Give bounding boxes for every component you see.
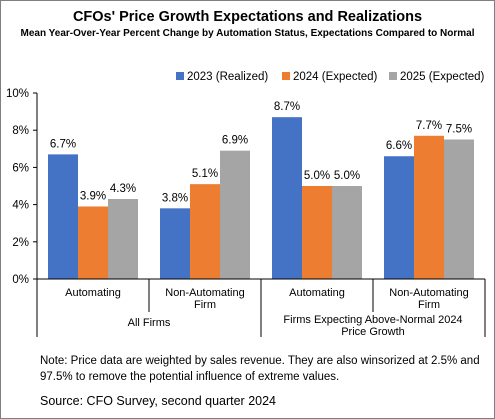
bar	[48, 154, 78, 279]
y-tick-label: 10%	[6, 88, 29, 100]
data-label: 5.1%	[192, 168, 218, 180]
y-tick-label: 4%	[12, 200, 29, 212]
bar	[160, 208, 190, 279]
data-label: 3.8%	[162, 192, 188, 204]
legend-label: 2025 (Expected)	[400, 71, 485, 83]
bar	[332, 186, 362, 279]
chart-source: Source: CFO Survey, second quarter 2024	[40, 394, 276, 408]
bar	[302, 186, 332, 279]
data-label: 3.9%	[80, 190, 106, 202]
data-label: 5.0%	[334, 170, 360, 182]
chart-subtitle: Mean Year-Over-Year Percent Change by Au…	[20, 28, 475, 39]
data-label: 5.0%	[304, 170, 330, 182]
y-tick-label: 2%	[12, 237, 29, 249]
legend-swatch	[176, 72, 184, 80]
legend-swatch	[389, 72, 397, 80]
legend: 2023 (Realized) 2024 (Expected) 2025 (Expe…	[176, 71, 485, 83]
bars: 6.7% 3.8% 8.7% 6.6% 3.9% 5.1% 5.0% 7.7% 4.3% 6.9%…	[48, 101, 474, 280]
bar	[108, 199, 138, 279]
y-tick-label: 6%	[12, 162, 29, 174]
bar	[190, 184, 220, 279]
data-label: 7.5%	[446, 124, 472, 136]
x-category-label: Non-Automating Firm	[165, 287, 245, 311]
chart-title: CFOs' Price Growth Expectations and Real…	[72, 9, 423, 25]
x-category-label: Automating	[65, 287, 121, 299]
y-axis: 0% 2% 4% 6% 8% 10%	[6, 88, 38, 286]
bar	[384, 156, 414, 279]
data-label: 8.7%	[274, 101, 300, 113]
data-label: 6.6%	[386, 140, 412, 152]
bar	[414, 135, 444, 279]
x-axis: Automating Non-Automating Firm Automating No…	[36, 278, 486, 338]
data-label: 6.9%	[222, 135, 248, 147]
bar	[220, 150, 250, 279]
chart-note: Note: Price data are weighted by sales r…	[40, 355, 480, 383]
legend-label: 2023 (Realized)	[187, 71, 268, 83]
x-group-label: All Firms	[128, 317, 171, 329]
bar	[272, 117, 302, 280]
y-tick-label: 8%	[12, 125, 29, 137]
bar	[78, 206, 108, 279]
y-tick-label: 0%	[12, 274, 29, 286]
x-category-label: Non-Automating Firm	[389, 287, 469, 311]
legend-swatch	[282, 72, 290, 80]
x-group-label: Firms Expecting Above-Normal 2024 Price G…	[283, 314, 462, 338]
bar	[444, 139, 474, 279]
legend-label: 2024 (Expected)	[293, 71, 378, 83]
data-label: 6.7%	[50, 138, 76, 150]
x-category-label: Automating	[289, 287, 345, 299]
data-label: 7.7%	[416, 120, 442, 132]
data-label: 4.3%	[110, 183, 136, 195]
